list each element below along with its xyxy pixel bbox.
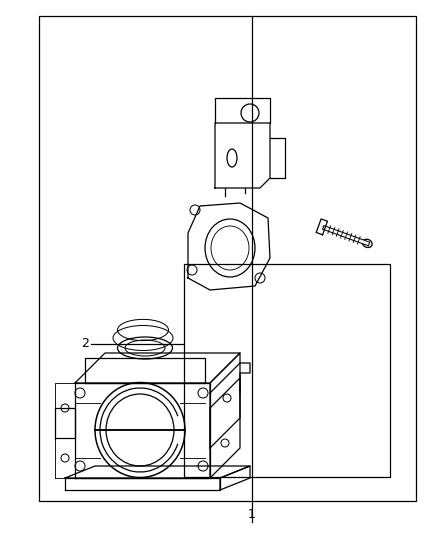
Bar	[39, 16, 416, 501]
Text: 2: 2	[81, 337, 89, 350]
Text: 1: 1	[248, 508, 256, 521]
Ellipse shape	[362, 239, 372, 247]
Bar	[184, 264, 390, 477]
